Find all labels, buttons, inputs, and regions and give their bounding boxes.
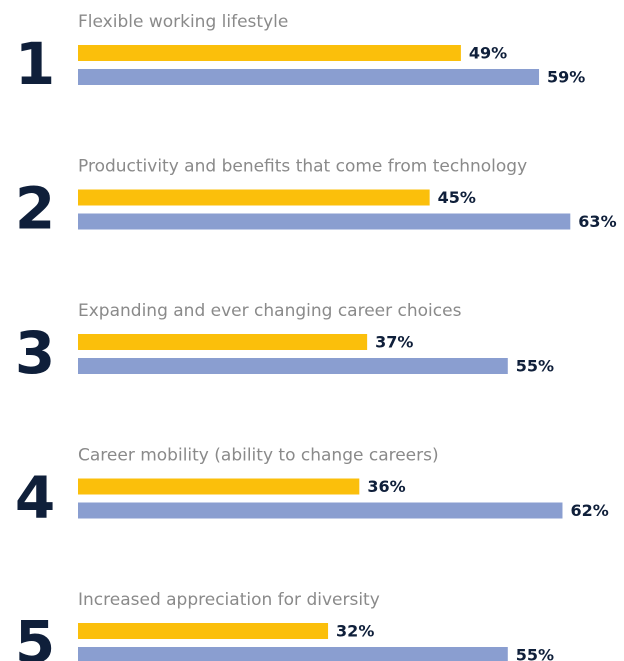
category-label: Productivity and benefits that come from… (78, 157, 527, 177)
value-label: 59% (547, 68, 585, 87)
bar (78, 334, 368, 350)
category-label: Flexible working lifestyle (78, 12, 288, 32)
category-label: Expanding and ever changing career choic… (78, 301, 462, 321)
bar (78, 502, 563, 519)
bar (78, 358, 508, 374)
rank-number: 1 (15, 30, 55, 98)
rank-number: 5 (15, 608, 55, 661)
bar (78, 69, 540, 85)
value-label: 62% (570, 501, 608, 520)
bar (78, 478, 360, 495)
value-label: 55% (516, 646, 554, 661)
value-label: 63% (578, 212, 616, 231)
value-label: 37% (375, 333, 413, 352)
bar (78, 647, 508, 661)
value-label: 36% (367, 477, 405, 496)
rank-number: 2 (15, 175, 55, 243)
rank-number: 3 (15, 319, 55, 387)
value-label: 49% (469, 44, 507, 63)
bar (78, 189, 430, 206)
value-label: 55% (516, 357, 554, 376)
rank-number: 4 (15, 464, 55, 532)
value-label: 45% (438, 188, 476, 207)
value-label: 32% (336, 622, 374, 641)
bar (78, 213, 571, 230)
category-label: Increased appreciation for diversity (78, 590, 380, 610)
category-label: Career mobility (ability to change caree… (78, 446, 439, 466)
bar (78, 45, 461, 61)
bar (78, 623, 329, 639)
